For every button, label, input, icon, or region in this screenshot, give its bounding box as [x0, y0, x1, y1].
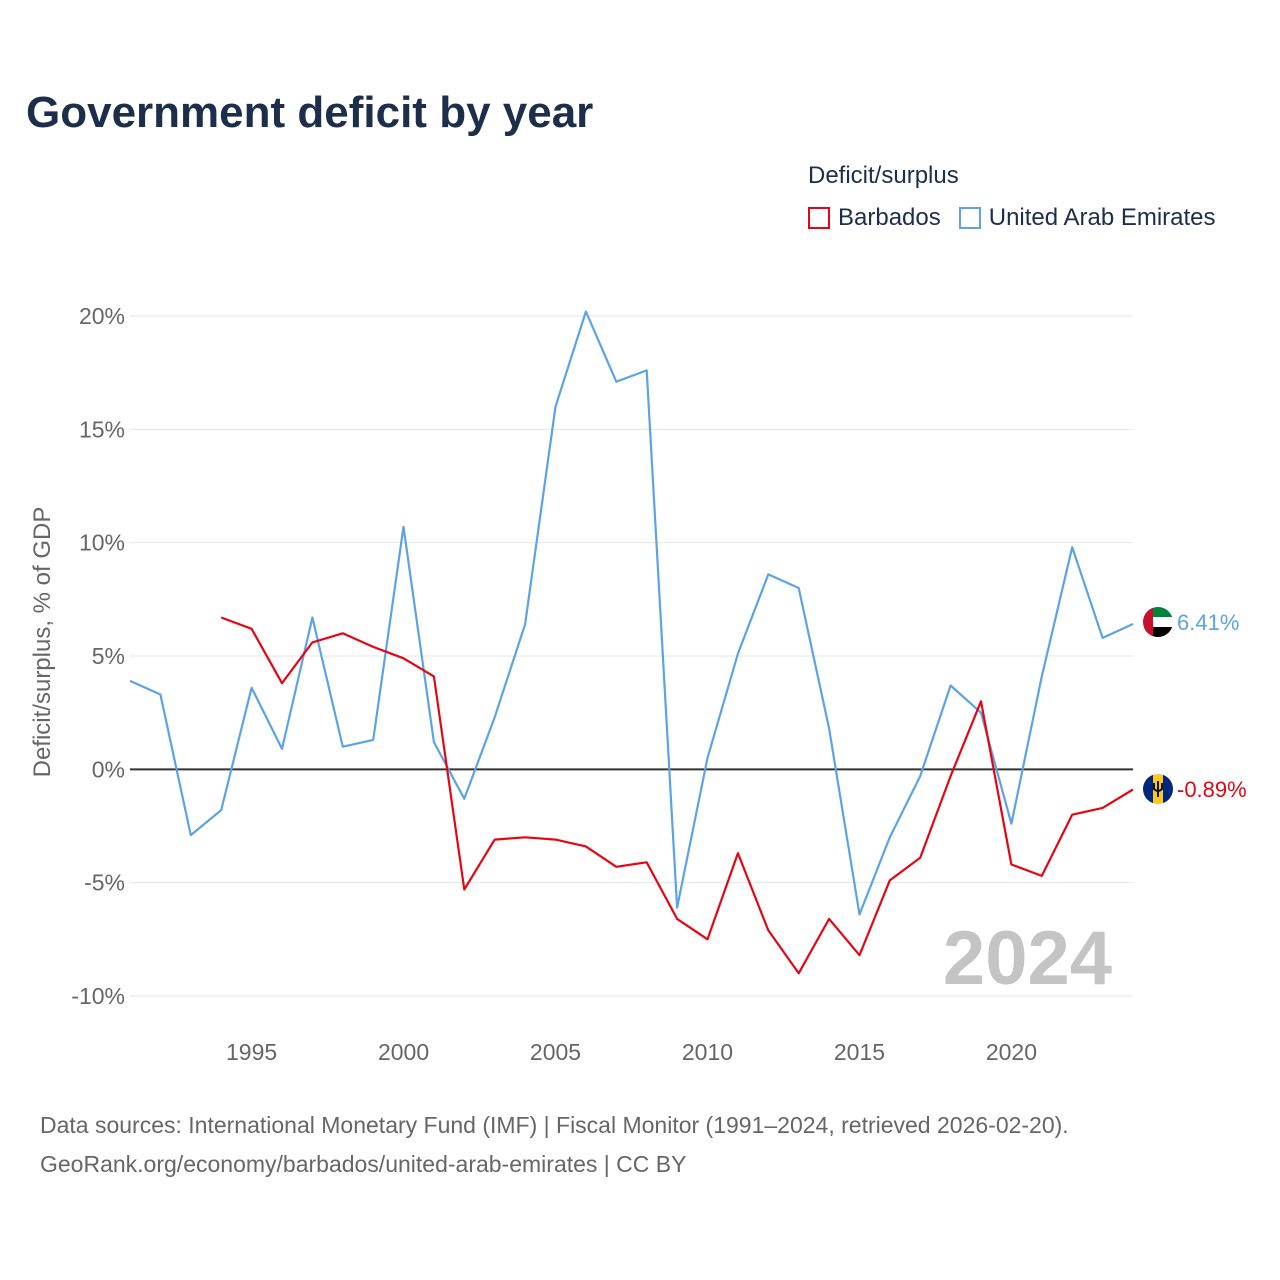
x-tick-label: 2000 [378, 1039, 429, 1065]
legend-swatch-barbados [808, 207, 830, 229]
barbados-flag-icon [1143, 774, 1173, 804]
y-axis-ticks: 20% 15% 10% 5% 0% -5% -10% [71, 303, 125, 1009]
x-tick-label: 2020 [986, 1039, 1037, 1065]
y-tick-label: 0% [92, 756, 125, 782]
uae-flag-icon [1143, 607, 1173, 637]
legend-item-uae[interactable]: United Arab Emirates [958, 204, 1216, 232]
source-link[interactable]: GeoRank.org/economy/barbados/united-arab… [40, 1151, 687, 1177]
series-uae [129, 310, 1134, 916]
gridlines [130, 315, 1133, 997]
y-tick-label: -10% [71, 983, 125, 1009]
y-tick-label: 20% [79, 303, 125, 329]
chart-title: Government deficit by year [26, 88, 594, 137]
series-line-barbados[interactable] [220, 616, 1134, 975]
y-axis-label: Deficit/surplus, % of GDP [29, 507, 56, 778]
x-axis-ticks: 1995 2000 2005 2010 2015 2020 [226, 1039, 1037, 1065]
legend-label-uae: United Arab Emirates [988, 204, 1216, 231]
y-tick-label: 5% [92, 643, 125, 669]
y-tick-label: 15% [79, 416, 125, 442]
x-tick-label: 2015 [834, 1039, 885, 1065]
footer: Data sources: International Monetary Fun… [40, 1106, 1069, 1184]
y-tick-label: 10% [79, 530, 125, 556]
x-tick-label: 2010 [682, 1039, 733, 1065]
x-tick-label: 2005 [530, 1039, 581, 1065]
series-barbados [220, 616, 1134, 975]
legend-swatch-uae [958, 207, 981, 229]
legend: Deficit/surplus Barbados United Arab Emi… [808, 162, 1234, 232]
legend-label-barbados: Barbados [838, 204, 941, 231]
barbados-end-label: -0.89% [1177, 777, 1247, 802]
y-tick-label: -5% [84, 870, 125, 896]
legend-item-barbados[interactable]: Barbados [808, 204, 941, 232]
series-line-uae[interactable] [129, 310, 1134, 916]
year-watermark: 2024 [943, 916, 1112, 1001]
uae-end-label: 6.41% [1177, 610, 1239, 635]
x-tick-label: 1995 [226, 1039, 277, 1065]
legend-title: Deficit/surplus [808, 162, 959, 189]
line-chart: 20% 15% 10% 5% 0% -5% -10% 1995 2000 2005 2010 201… [29, 303, 1247, 1065]
data-sources: Data sources: International Monetary Fun… [40, 1112, 1069, 1138]
